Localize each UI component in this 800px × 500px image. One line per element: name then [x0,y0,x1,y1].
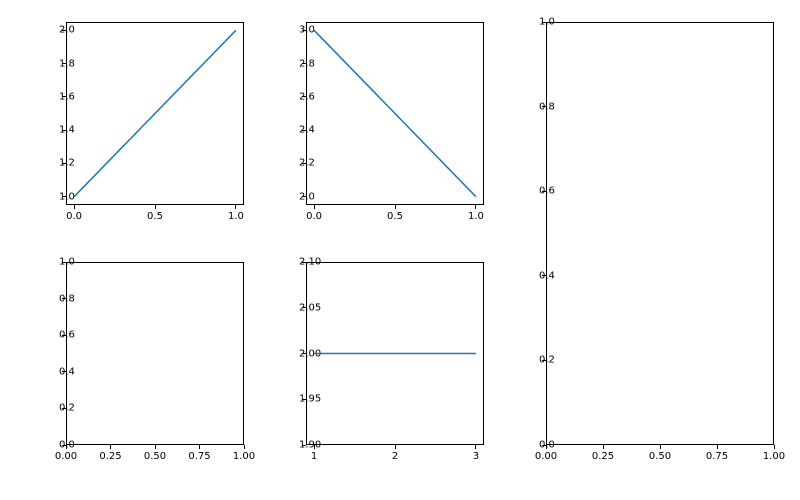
xtick-mark [660,445,661,449]
xtick-label: 0.5 [147,211,163,222]
xtick-label: 1.0 [468,211,484,222]
xtick-mark [774,445,775,449]
xtick-mark [395,445,396,449]
xtick-label: 0.25 [99,451,121,462]
line-series [66,22,244,205]
xtick-label: 0.50 [144,451,166,462]
xtick-mark [235,205,236,209]
xtick-mark [395,205,396,209]
panel-top-mid: 0.00.51.02.02.22.42.62.83.0 [306,22,484,205]
line-series [306,262,484,445]
xtick-mark [603,445,604,449]
line-series [306,22,484,205]
series-line [314,30,476,196]
panel-right: 0.000.250.500.751.000.00.20.40.60.81.0 [546,22,774,445]
xtick-mark [244,445,245,449]
axes-frame [66,262,244,445]
xtick-mark [155,445,156,449]
panel-bottom-left: 0.000.250.500.751.000.00.20.40.60.81.0 [66,262,244,445]
xtick-label: 0.0 [306,211,322,222]
panel-top-left: 0.00.51.01.01.21.41.61.82.0 [66,22,244,205]
xtick-mark [475,205,476,209]
series-line [74,30,236,196]
xtick-label: 0.00 [55,451,77,462]
xtick-label: 3 [473,451,479,462]
figure: 0.00.51.01.01.21.41.61.82.0 0.00.51.02.02… [0,0,800,500]
xtick-label: 0.25 [592,451,614,462]
xtick-label: 0.50 [649,451,671,462]
xtick-label: 1.00 [763,451,785,462]
xtick-mark [199,445,200,449]
xtick-label: 1 [311,451,317,462]
xtick-label: 0.0 [66,211,82,222]
axes-frame [546,22,774,445]
xtick-label: 0.75 [188,451,210,462]
xtick-mark [155,205,156,209]
xtick-label: 1.00 [233,451,255,462]
xtick-label: 0.75 [706,451,728,462]
xtick-mark [314,205,315,209]
xtick-mark [475,445,476,449]
xtick-label: 1.0 [228,211,244,222]
xtick-mark [717,445,718,449]
xtick-label: 0.00 [535,451,557,462]
xtick-label: 2 [392,451,398,462]
panel-bottom-mid: 1231.901.952.002.052.10 [306,262,484,445]
xtick-mark [74,205,75,209]
xtick-mark [110,445,111,449]
xtick-label: 0.5 [387,211,403,222]
